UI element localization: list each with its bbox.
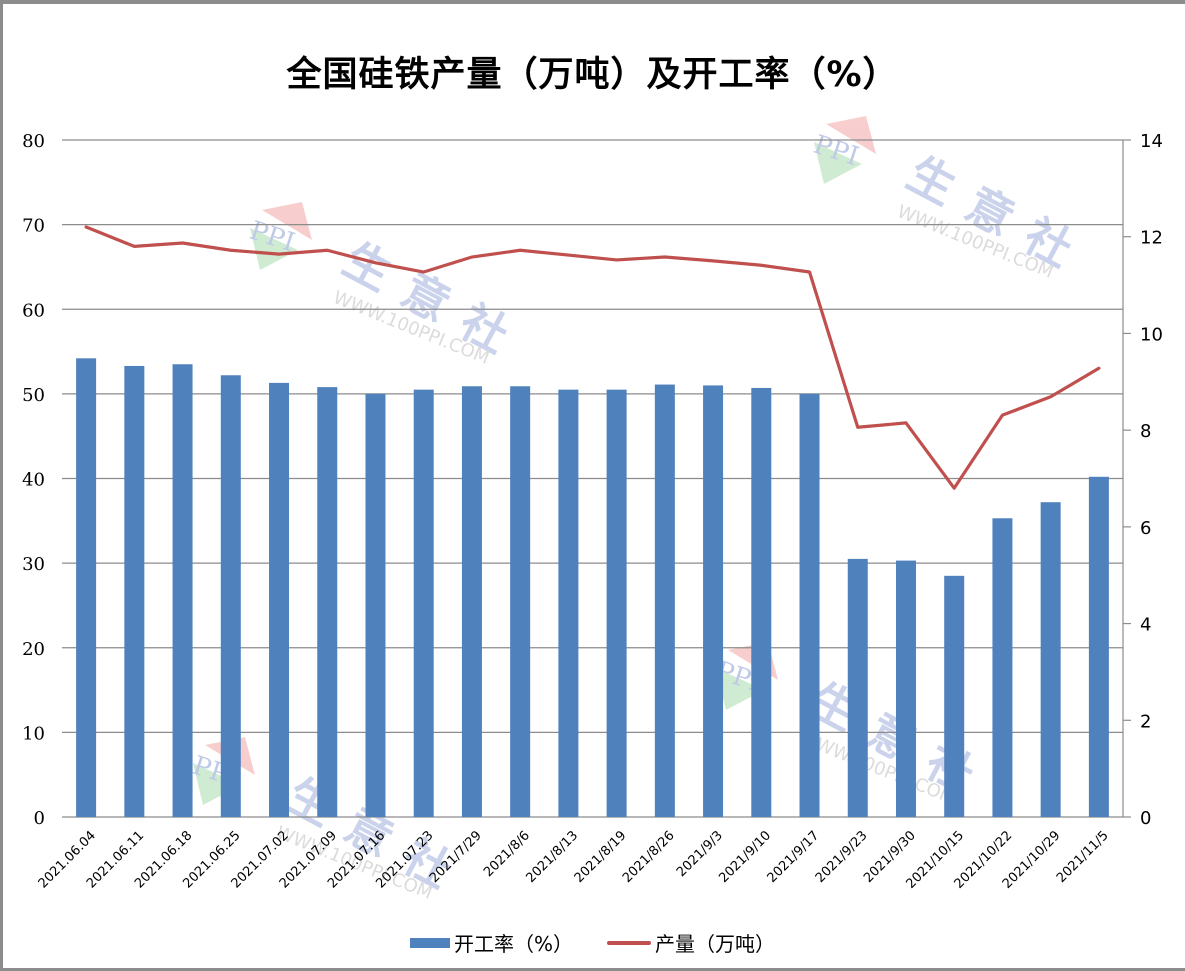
legend-item-production[interactable]: 产量（万吨） [607, 928, 775, 957]
bar-operating-rate[interactable] [220, 375, 241, 817]
bar-operating-rate[interactable] [703, 385, 724, 817]
y-right-tick-label: 0 [1140, 808, 1151, 829]
bar-operating-rate[interactable] [510, 386, 531, 817]
y-right-tick-label: 10 [1140, 324, 1163, 345]
y-right-tick-label: 8 [1140, 421, 1151, 442]
y-left-tick-label: 10 [22, 723, 45, 744]
bar-operating-rate[interactable] [317, 387, 338, 817]
bar-operating-rate[interactable] [654, 384, 675, 817]
bar-operating-rate[interactable] [895, 560, 916, 817]
legend: 开工率（%） 产量（万吨） [0, 928, 1185, 957]
legend-item-operating-rate[interactable]: 开工率（%） [409, 928, 573, 957]
y-right-tick-label: 4 [1140, 615, 1151, 636]
legend-label-production: 产量（万吨） [655, 932, 775, 956]
bar-operating-rate[interactable] [751, 387, 772, 817]
legend-label-operating-rate: 开工率（%） [453, 932, 573, 956]
bar-operating-rate[interactable] [1040, 502, 1061, 817]
bar-operating-rate[interactable] [124, 365, 145, 817]
y-left-tick-label: 60 [22, 300, 45, 321]
y-left-tick-label: 0 [34, 808, 45, 829]
bar-operating-rate[interactable] [461, 386, 482, 817]
y-right-tick-label: 2 [1140, 711, 1151, 732]
line-production[interactable] [84, 225, 1101, 490]
bar-operating-rate[interactable] [847, 558, 868, 817]
bar-operating-rate[interactable] [799, 393, 820, 817]
bar-operating-rate[interactable] [558, 389, 579, 817]
bar-swatch-icon [409, 937, 450, 948]
bar-operating-rate[interactable] [992, 518, 1013, 817]
x-tick-label: 2021/11/5 [1054, 828, 1112, 886]
bar-operating-rate[interactable] [1088, 476, 1109, 817]
y-left-tick-label: 70 [22, 216, 45, 237]
y-right-tick-label: 12 [1140, 228, 1163, 249]
bar-operating-rate[interactable] [606, 389, 627, 817]
y-right-tick-label: 6 [1140, 518, 1151, 539]
y-right-tick-label: 14 [1140, 131, 1163, 152]
y-left-tick-label: 20 [22, 639, 45, 660]
line-swatch-icon [607, 940, 651, 945]
x-tick-label: 2021/8/26 [620, 828, 678, 886]
y-left-tick-label: 30 [22, 554, 45, 575]
bar-operating-rate[interactable] [269, 382, 290, 817]
chart-title: 全国硅铁产量（万吨）及开工率（%） [286, 55, 899, 95]
bar-operating-rate[interactable] [413, 389, 434, 817]
bar-operating-rate[interactable] [76, 358, 97, 817]
bar-operating-rate[interactable] [365, 393, 386, 817]
y-left-tick-label: 80 [22, 131, 45, 152]
bar-operating-rate[interactable] [944, 575, 965, 817]
y-left-tick-label: 40 [22, 470, 45, 491]
y-left-tick-label: 50 [22, 385, 45, 406]
bar-operating-rate[interactable] [172, 364, 193, 817]
